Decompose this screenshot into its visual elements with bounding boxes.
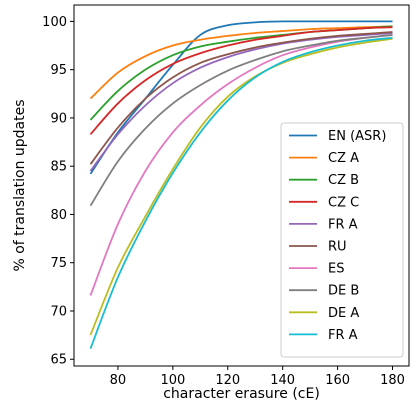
series-line xyxy=(89,26,393,135)
legend: EN (ASR) CZ A CZ B CZ C FR A RU ES DE B DE A FR A xyxy=(280,122,404,358)
legend-label: EN (ASR) xyxy=(328,129,386,144)
x-tick-label: 140 xyxy=(270,373,295,388)
legend-box xyxy=(280,122,404,358)
y-tick-label: 70 xyxy=(50,304,67,319)
legend-label: FR A xyxy=(328,328,358,343)
y-tick-label: 80 xyxy=(50,208,67,223)
series-line xyxy=(89,25,393,100)
legend-label: DE B xyxy=(328,284,359,299)
series-line xyxy=(89,37,393,336)
x-tick-label: 120 xyxy=(215,373,240,388)
y-tick-label: 90 xyxy=(50,111,67,126)
plot-frame xyxy=(73,4,410,367)
x-tick-label: 180 xyxy=(380,373,405,388)
x-tick-label: 160 xyxy=(325,373,350,388)
legend-label: ES xyxy=(328,262,344,277)
x-axis-label: character erasure (cE) xyxy=(163,386,320,402)
legend-items: EN (ASR) CZ A CZ B CZ C FR A RU ES DE B DE A FR A xyxy=(289,129,386,343)
legend-label: RU xyxy=(328,240,347,255)
series-line xyxy=(89,34,393,296)
legend-label: CZ A xyxy=(328,151,359,166)
y-tick-label: 75 xyxy=(50,256,67,271)
y-axis-label: % of translation updates xyxy=(12,99,28,271)
legend-label: CZ C xyxy=(328,195,359,210)
series-line xyxy=(89,32,393,172)
legend-label: CZ B xyxy=(328,173,359,188)
x-axis-ticks: 80 100 120 140 160 180 xyxy=(110,366,405,388)
y-tick-label: 65 xyxy=(50,353,67,368)
y-tick-label: 95 xyxy=(50,63,67,78)
x-tick-label: 100 xyxy=(160,373,185,388)
series-line xyxy=(89,31,393,165)
y-tick-label: 100 xyxy=(42,15,67,30)
y-axis-ticks: 65 70 75 80 85 90 95 100 xyxy=(42,15,74,368)
y-tick-label: 85 xyxy=(50,160,67,175)
plot-lines xyxy=(89,20,393,349)
legend-label: FR A xyxy=(328,217,358,232)
series-line xyxy=(89,34,393,207)
legend-label: DE A xyxy=(328,306,359,321)
series-line xyxy=(89,36,393,349)
x-tick-label: 80 xyxy=(110,373,127,388)
